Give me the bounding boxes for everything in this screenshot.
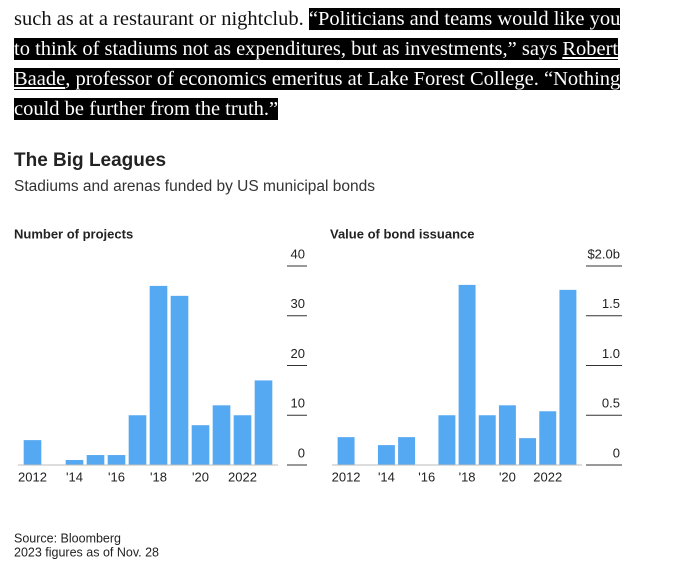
bar [149, 285, 168, 465]
y-tick-label: 30 [291, 296, 305, 311]
source: Source: Bloomberg [14, 531, 121, 545]
bar [498, 405, 516, 465]
y-tick-label: 40 [291, 246, 305, 261]
x-tick-label: '14 [378, 469, 395, 484]
y-tick-label: 20 [291, 346, 305, 361]
x-tick-label: '14 [66, 469, 83, 484]
bar [377, 445, 395, 465]
x-tick-label: '18 [459, 469, 476, 484]
x-tick-label: '16 [108, 469, 125, 484]
y-tick-label: $2.0b [587, 246, 620, 261]
x-tick-label: 2022 [533, 469, 562, 484]
bar [191, 425, 210, 465]
link[interactable]: Robert Baade [14, 38, 619, 90]
x-tick-label: 2012 [18, 469, 47, 484]
bar [438, 415, 456, 465]
bar [170, 295, 189, 465]
text: such as at a restaurant or nightclub. [14, 8, 304, 30]
bar [539, 411, 557, 465]
bar [254, 380, 273, 465]
bar [65, 460, 84, 465]
figure-title: The Big Leagues [14, 150, 166, 171]
figure-subtitle: Stadiums and arenas funded by US municip… [14, 178, 375, 195]
bar [23, 440, 42, 465]
x-tick-label: 2022 [228, 469, 257, 484]
x-tick-label: '20 [192, 469, 209, 484]
bar [337, 437, 355, 465]
y-tick-label: 0 [298, 445, 305, 460]
bar [478, 415, 496, 465]
x-tick-label: '18 [150, 469, 167, 484]
x-tick-label: 2012 [332, 469, 361, 484]
bar [458, 284, 476, 465]
article-paragraph: such as at a restaurant or nightclub. “P… [14, 4, 624, 124]
x-tick-label: '20 [499, 469, 516, 484]
bar [86, 455, 105, 465]
y-tick-label: 1.0 [602, 346, 620, 361]
bar [398, 437, 416, 465]
y-tick-label: 0.5 [602, 396, 620, 411]
bar [212, 405, 231, 465]
chart-title: Value of bond issuance [330, 226, 474, 241]
bar [128, 415, 147, 465]
chart-title: Number of projects [14, 226, 133, 241]
bar [559, 289, 577, 465]
note: 2023 figures as of Nov. 28 [14, 545, 159, 559]
y-tick-label: 0 [613, 445, 620, 460]
text: , professor of economics emeritus at Lak… [14, 68, 621, 120]
bar [107, 455, 126, 465]
bar [519, 438, 537, 465]
y-tick-label: 1.5 [602, 296, 620, 311]
bar [233, 415, 252, 465]
text: “Politicians and teams would like you to… [14, 8, 621, 60]
x-tick-label: '16 [418, 469, 435, 484]
y-tick-label: 10 [291, 396, 305, 411]
